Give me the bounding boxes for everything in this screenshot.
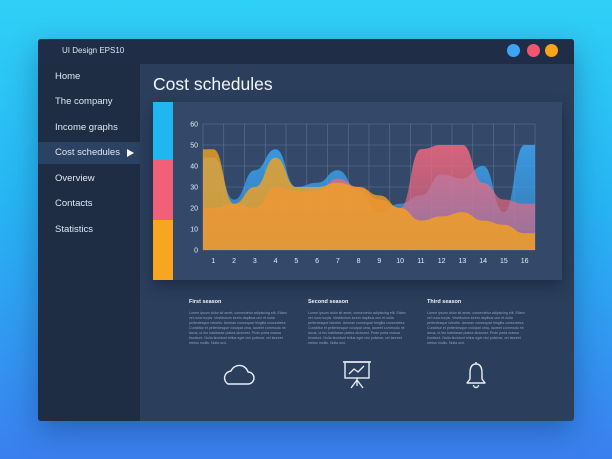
season-title-first: First season <box>189 299 222 305</box>
sidebar-item-label: Statistics <box>55 224 94 235</box>
season-text-third: Lorem ipsum dolor sit amet, consectetur … <box>427 311 525 345</box>
sidebar-item-contacts[interactable]: Contacts <box>38 193 140 215</box>
sidebar: Home The company Income graphs Cost sche… <box>38 64 140 421</box>
sidebar-item-label: Income graphs <box>55 122 118 133</box>
page-title: Cost schedules <box>153 74 273 94</box>
sidebar-item-income-graphs[interactable]: Income graphs <box>38 117 140 139</box>
title-bar: UI Design EPS10 <box>38 39 574 64</box>
sidebar-item-overview[interactable]: Overview <box>38 168 140 190</box>
chart-color-stripe-blue <box>153 102 173 160</box>
presentation-board-icon <box>343 361 371 389</box>
sidebar-item-label: Overview <box>55 173 95 184</box>
active-arrow-icon <box>127 149 134 157</box>
sidebar-item-cost-schedules[interactable]: Cost schedules <box>38 142 140 164</box>
x-tick-label-10: 10 <box>396 258 404 265</box>
y-tick-label-60: 60 <box>190 122 198 129</box>
x-tick-label-3: 3 <box>253 258 257 265</box>
sidebar-item-statistics[interactable]: Statistics <box>38 219 140 241</box>
y-tick-label-10: 10 <box>190 227 198 234</box>
season-text-first: Lorem ipsum dolor sit amet, consectetur … <box>189 311 287 345</box>
bell-icon <box>466 362 486 389</box>
season-title-third: Third season <box>427 299 462 305</box>
app-title: UI Design EPS10 <box>62 46 125 55</box>
y-tick-label-0: 0 <box>194 248 198 255</box>
season-title-second: Second season <box>308 299 349 305</box>
y-tick-label-50: 50 <box>190 143 198 150</box>
window-control-red[interactable] <box>527 44 540 57</box>
x-tick-label-1: 1 <box>211 258 215 265</box>
window-control-blue[interactable] <box>507 44 520 57</box>
chart-card: 0 10 20 30 40 50 60 1 2 3 4 5 6 7 8 9 10 11 12 13 14 15 16 <box>153 102 562 280</box>
x-tick-label-7: 7 <box>336 258 340 265</box>
x-tick-label-4: 4 <box>274 258 278 265</box>
x-tick-label-15: 15 <box>500 258 508 265</box>
area-series-3 <box>203 149 535 250</box>
sidebar-item-home[interactable]: Home <box>38 66 140 88</box>
x-tick-label-5: 5 <box>294 258 298 265</box>
sidebar-item-label: Cost schedules <box>55 147 120 158</box>
x-tick-label-16: 16 <box>521 258 529 265</box>
x-tick-label-6: 6 <box>315 258 319 265</box>
chart-color-stripe-red <box>153 160 173 220</box>
season-text-second: Lorem ipsum dolor sit amet, consectetur … <box>308 311 406 345</box>
y-tick-label-30: 30 <box>190 185 198 192</box>
app-window: UI Design EPS10 Home The company Income … <box>38 39 574 421</box>
chart-color-stripe-orange <box>153 220 173 280</box>
x-tick-label-14: 14 <box>479 258 487 265</box>
sidebar-item-label: The company <box>55 96 113 107</box>
y-tick-label-40: 40 <box>190 164 198 171</box>
x-tick-label-13: 13 <box>458 258 466 265</box>
x-tick-label-8: 8 <box>357 258 361 265</box>
sidebar-item-label: Home <box>55 71 81 82</box>
y-tick-label-20: 20 <box>190 206 198 213</box>
x-tick-label-12: 12 <box>438 258 446 265</box>
sidebar-item-label: Contacts <box>55 198 93 209</box>
sidebar-item-the-company[interactable]: The company <box>38 91 140 113</box>
x-tick-label-2: 2 <box>232 258 236 265</box>
cloud-icon <box>223 364 255 385</box>
x-tick-label-11: 11 <box>417 258 424 265</box>
window-control-orange[interactable] <box>545 44 558 57</box>
x-tick-label-9: 9 <box>377 258 381 265</box>
